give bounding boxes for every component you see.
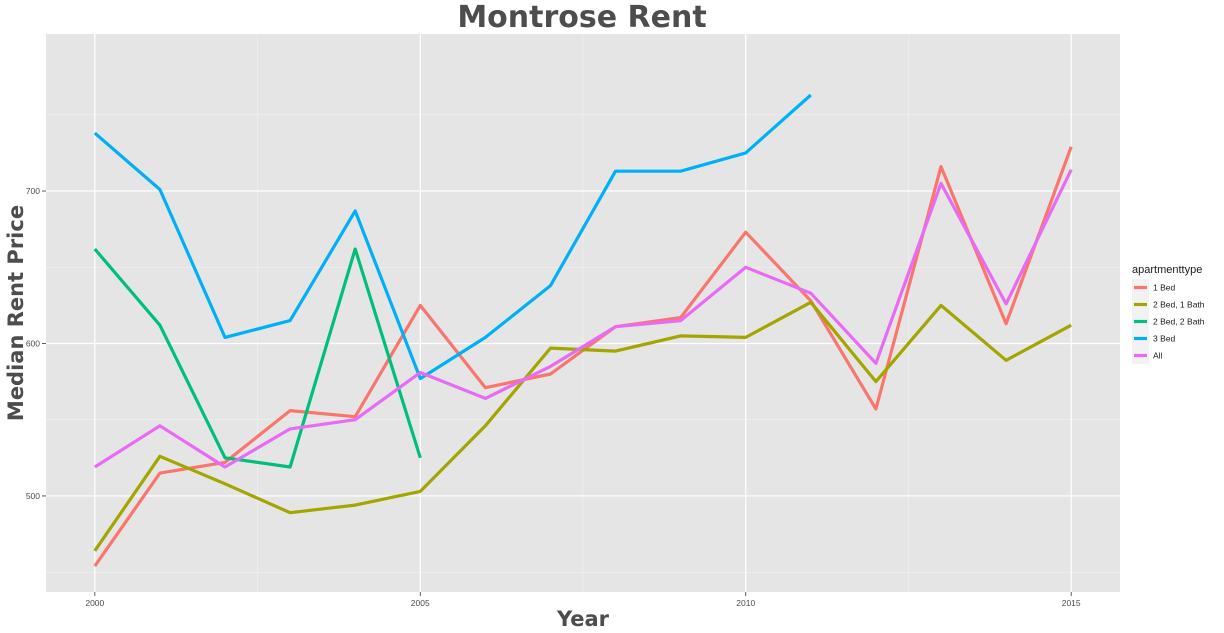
y-tick-label: 700 xyxy=(26,186,40,196)
x-axis-ticks: 2000 2005 2010 2015 xyxy=(85,592,1081,608)
x-tick-label: 2015 xyxy=(1062,598,1081,608)
y-tick-label: 500 xyxy=(26,491,40,501)
grid-lines xyxy=(46,34,1120,592)
x-tick-label: 2005 xyxy=(411,598,430,608)
y-tick-label: 600 xyxy=(26,338,40,348)
legend-label-2-bed-2-bath: 2 Bed, 2 Bath xyxy=(1153,317,1205,327)
y-axis-title: Median Rent Price xyxy=(4,205,28,421)
series-line-all xyxy=(93,169,1073,469)
legend-label-3-bed: 3 Bed xyxy=(1153,334,1175,344)
series-line-3-bed xyxy=(93,93,812,381)
x-axis-title: Year xyxy=(556,607,610,631)
legend-label-2-bed-1-bath: 2 Bed, 1 Bath xyxy=(1153,300,1205,310)
chart-title: Montrose Rent xyxy=(457,0,706,35)
x-tick-label: 2000 xyxy=(85,598,104,608)
legend: apartmenttype 1 Bed 2 Bed, 1 Bath 2 Bed, 2… xyxy=(1132,264,1205,364)
series-line-2-bed-1-bath xyxy=(93,300,1072,552)
legend-label-all: All xyxy=(1153,351,1163,361)
y-axis-ticks: 500 600 700 xyxy=(26,186,46,501)
legend-title: apartmenttype xyxy=(1132,264,1202,276)
series-lines xyxy=(93,93,1073,568)
legend-label-1-bed: 1 Bed xyxy=(1153,283,1175,293)
series-line-2-bed-2-bath xyxy=(93,247,422,469)
x-tick-label: 2010 xyxy=(736,598,755,608)
